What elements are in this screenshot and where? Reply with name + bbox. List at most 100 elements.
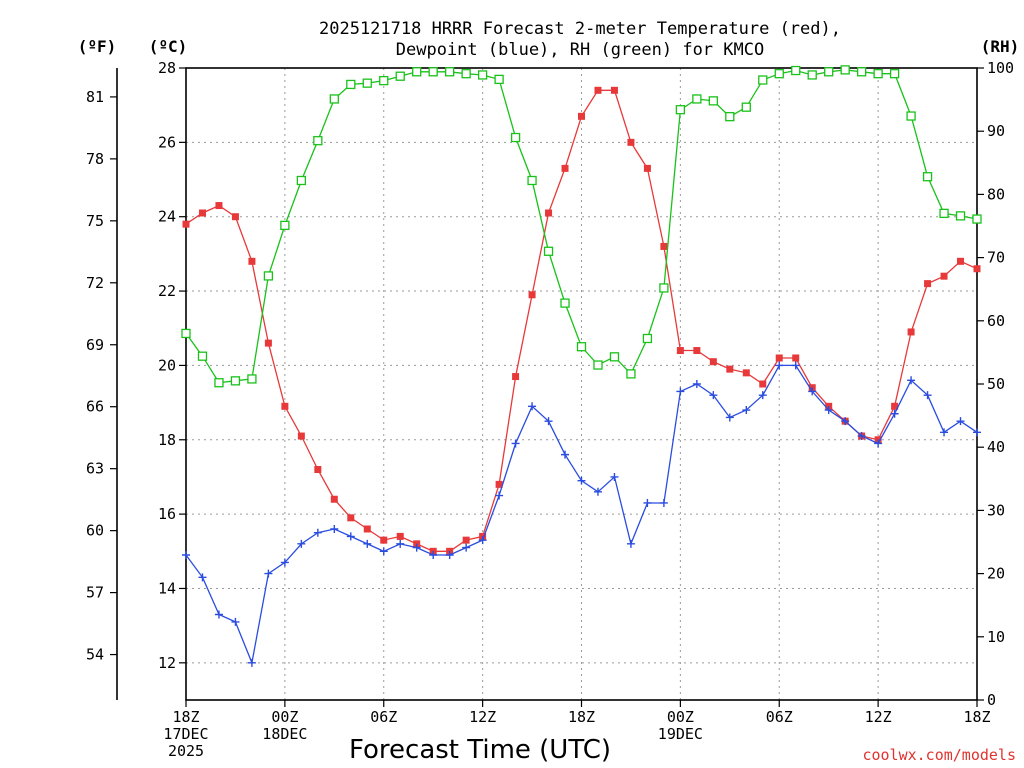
data-point xyxy=(576,342,587,352)
data-point xyxy=(939,208,949,219)
data-point xyxy=(889,69,900,79)
x-tick-label: 06Z xyxy=(766,708,793,726)
data-point xyxy=(181,328,191,339)
data-point xyxy=(462,536,470,544)
data-point xyxy=(329,94,339,104)
data-point xyxy=(380,536,388,544)
data-point xyxy=(725,112,735,122)
grid-lines xyxy=(186,68,977,700)
data-point xyxy=(247,658,256,667)
credit-link[interactable]: coolwx.com/models xyxy=(862,746,1016,764)
data-point xyxy=(972,214,982,224)
data-point xyxy=(807,70,817,80)
data-point xyxy=(396,539,405,548)
data-point xyxy=(346,532,355,541)
data-point xyxy=(379,75,389,86)
x-tick-label: 18Z xyxy=(963,708,990,726)
data-point xyxy=(445,551,454,560)
data-point xyxy=(296,175,307,186)
rh-tick-label: 40 xyxy=(987,438,1005,456)
fahrenheit-tick-label: 78 xyxy=(86,150,104,168)
data-point xyxy=(742,369,750,377)
data-point xyxy=(775,354,783,362)
data-point xyxy=(511,439,520,448)
fahrenheit-tick-label: 66 xyxy=(86,398,104,416)
rh-tick-label: 90 xyxy=(987,122,1005,140)
data-point xyxy=(545,209,553,217)
data-point xyxy=(593,360,603,370)
data-point xyxy=(759,380,767,388)
data-point xyxy=(840,65,850,75)
data-point xyxy=(528,402,537,411)
rh-tick-label: 30 xyxy=(987,501,1005,519)
x-tick-label: 06Z xyxy=(370,708,397,726)
data-point xyxy=(330,495,338,503)
data-point xyxy=(924,280,932,288)
data-point xyxy=(841,417,850,426)
data-point xyxy=(856,67,867,77)
fahrenheit-tick-label: 69 xyxy=(86,336,104,354)
axes xyxy=(116,67,978,701)
data-point xyxy=(264,569,273,578)
data-point xyxy=(660,242,668,250)
data-point xyxy=(314,466,322,474)
data-point xyxy=(577,476,586,485)
data-point xyxy=(758,391,767,400)
data-point xyxy=(445,67,455,77)
fahrenheit-tick-label: 72 xyxy=(86,274,104,292)
data-point xyxy=(741,102,751,112)
data-point xyxy=(429,551,438,560)
data-point xyxy=(659,283,669,293)
celsius-tick-label: 26 xyxy=(158,133,176,151)
data-point xyxy=(792,354,800,362)
data-point xyxy=(725,413,734,422)
data-point xyxy=(907,376,916,385)
celsius-unit-label: (ºC) xyxy=(149,37,188,56)
data-point xyxy=(906,111,916,121)
data-point xyxy=(791,65,801,76)
data-point xyxy=(692,380,701,388)
x-tick-label: 12Z xyxy=(865,708,892,726)
data-point xyxy=(543,246,554,256)
x-tick-label: 12Z xyxy=(469,708,496,726)
celsius-tick-label: 12 xyxy=(158,654,176,672)
data-point xyxy=(182,551,190,560)
data-point xyxy=(395,71,405,81)
data-point xyxy=(775,361,784,370)
data-point xyxy=(280,220,290,231)
data-point xyxy=(428,67,438,77)
tick-labels: 1214161820222426285457606366697275788101… xyxy=(86,59,1014,760)
data-point xyxy=(182,220,190,228)
data-point xyxy=(247,374,257,384)
data-point xyxy=(808,387,817,396)
data-point xyxy=(675,105,686,115)
plot-frame xyxy=(185,67,978,701)
data-point xyxy=(347,514,355,522)
rh-tick-label: 0 xyxy=(987,691,996,709)
data-point xyxy=(922,172,933,182)
data-point xyxy=(396,532,404,540)
data-point xyxy=(561,164,569,172)
data-point xyxy=(891,402,899,410)
data-point xyxy=(214,378,224,388)
data-point xyxy=(461,69,471,79)
rh-tick-label: 80 xyxy=(987,185,1005,203)
data-point xyxy=(956,417,965,426)
rh-tick-label: 50 xyxy=(987,375,1005,393)
data-point xyxy=(923,391,932,400)
data-point xyxy=(742,406,751,415)
data-point xyxy=(231,213,239,221)
data-point xyxy=(379,547,388,556)
data-point xyxy=(693,347,701,355)
fahrenheit-tick-label: 54 xyxy=(86,646,104,664)
data-point xyxy=(363,539,372,548)
data-point xyxy=(824,67,834,77)
data-point xyxy=(231,617,240,626)
data-point xyxy=(593,487,602,496)
data-point xyxy=(708,96,718,106)
fahrenheit-tick-label: 57 xyxy=(86,584,104,602)
rh-unit-label: (RH) xyxy=(981,37,1020,56)
data-point xyxy=(198,209,206,217)
series-dewpoint xyxy=(182,361,981,667)
data-point xyxy=(676,347,684,355)
